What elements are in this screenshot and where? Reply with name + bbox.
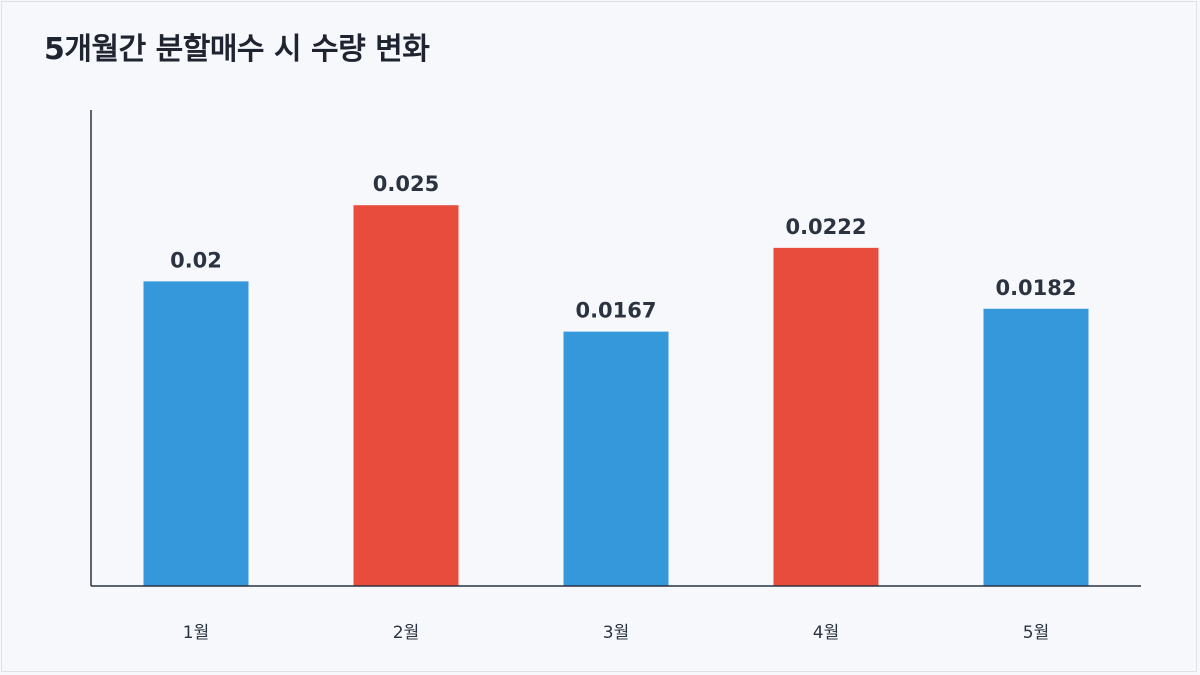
bar-4 [773, 247, 879, 586]
bar-2 [353, 205, 459, 586]
x-tick-label-1: 1월 [183, 623, 209, 643]
x-tick-label-4: 4월 [813, 623, 839, 643]
data-label-3: 0.0167 [575, 299, 656, 323]
bar-1 [143, 281, 249, 586]
data-label-4: 0.0222 [785, 215, 866, 239]
bar-3 [563, 331, 669, 586]
data-label-1: 0.02 [170, 248, 222, 272]
bar-5 [983, 308, 1089, 586]
data-label-5: 0.0182 [995, 276, 1076, 300]
x-tick-label-2: 2월 [393, 623, 419, 643]
bars-group: 0.02 1월 0.025 2월 0.0167 3월 0.0222 4월 0.0182 5월 [143, 172, 1089, 643]
data-label-2: 0.025 [373, 172, 439, 196]
chart-title: 5개월간 분할매수 시 수량 변화 [44, 32, 430, 67]
x-tick-label-5: 5월 [1023, 623, 1049, 643]
x-tick-label-3: 3월 [603, 623, 629, 643]
